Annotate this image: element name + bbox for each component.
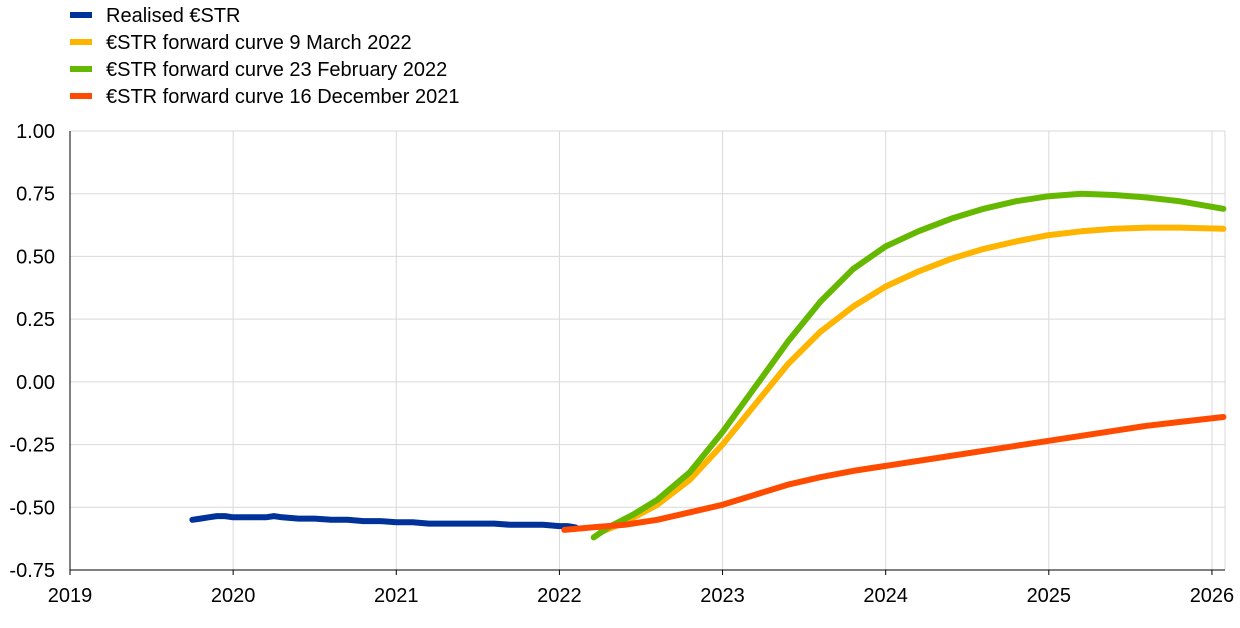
x-tick-label: 2026: [1190, 585, 1235, 607]
legend-label: €STR forward curve 23 February 2022: [106, 59, 447, 81]
axes: 1.00 0.75 0.50 0.25 0.00 -0.25 -0.50 -0.75 2019 2…: [9, 121, 1234, 607]
legend-label: €STR forward curve 16 December 2021: [106, 86, 460, 108]
legend-label: €STR forward curve 9 March 2022: [106, 32, 412, 54]
x-tick-label: 2023: [700, 585, 745, 607]
y-tick-label: 1.00: [16, 121, 55, 143]
legend: Realised €STR €STR forward curve 9 March …: [70, 5, 460, 108]
series-lines: [189, 190, 1227, 541]
y-tick-label: 0.50: [16, 246, 55, 268]
x-tick-label: 2022: [537, 585, 582, 607]
y-tick-label: 0.75: [16, 184, 55, 206]
x-tick-label: 2025: [1027, 585, 1072, 607]
x-tick-label: 2020: [211, 585, 256, 607]
legend-label: Realised €STR: [106, 5, 241, 27]
y-tick-label: -0.50: [9, 497, 55, 519]
series-line-1: [597, 224, 1227, 536]
series-line-2: [590, 190, 1227, 541]
x-tick-label: 2021: [374, 585, 419, 607]
y-tick-label: 0.00: [16, 372, 55, 394]
grid: [70, 130, 1226, 570]
series-line-3: [561, 414, 1227, 533]
y-tick-label: 0.25: [16, 309, 55, 331]
x-tick-label: 2019: [48, 585, 93, 607]
y-tick-label: -0.25: [9, 435, 55, 457]
x-tick-label: 2024: [863, 585, 908, 607]
y-tick-label: -0.75: [9, 560, 55, 582]
series-line-0: [189, 513, 579, 531]
